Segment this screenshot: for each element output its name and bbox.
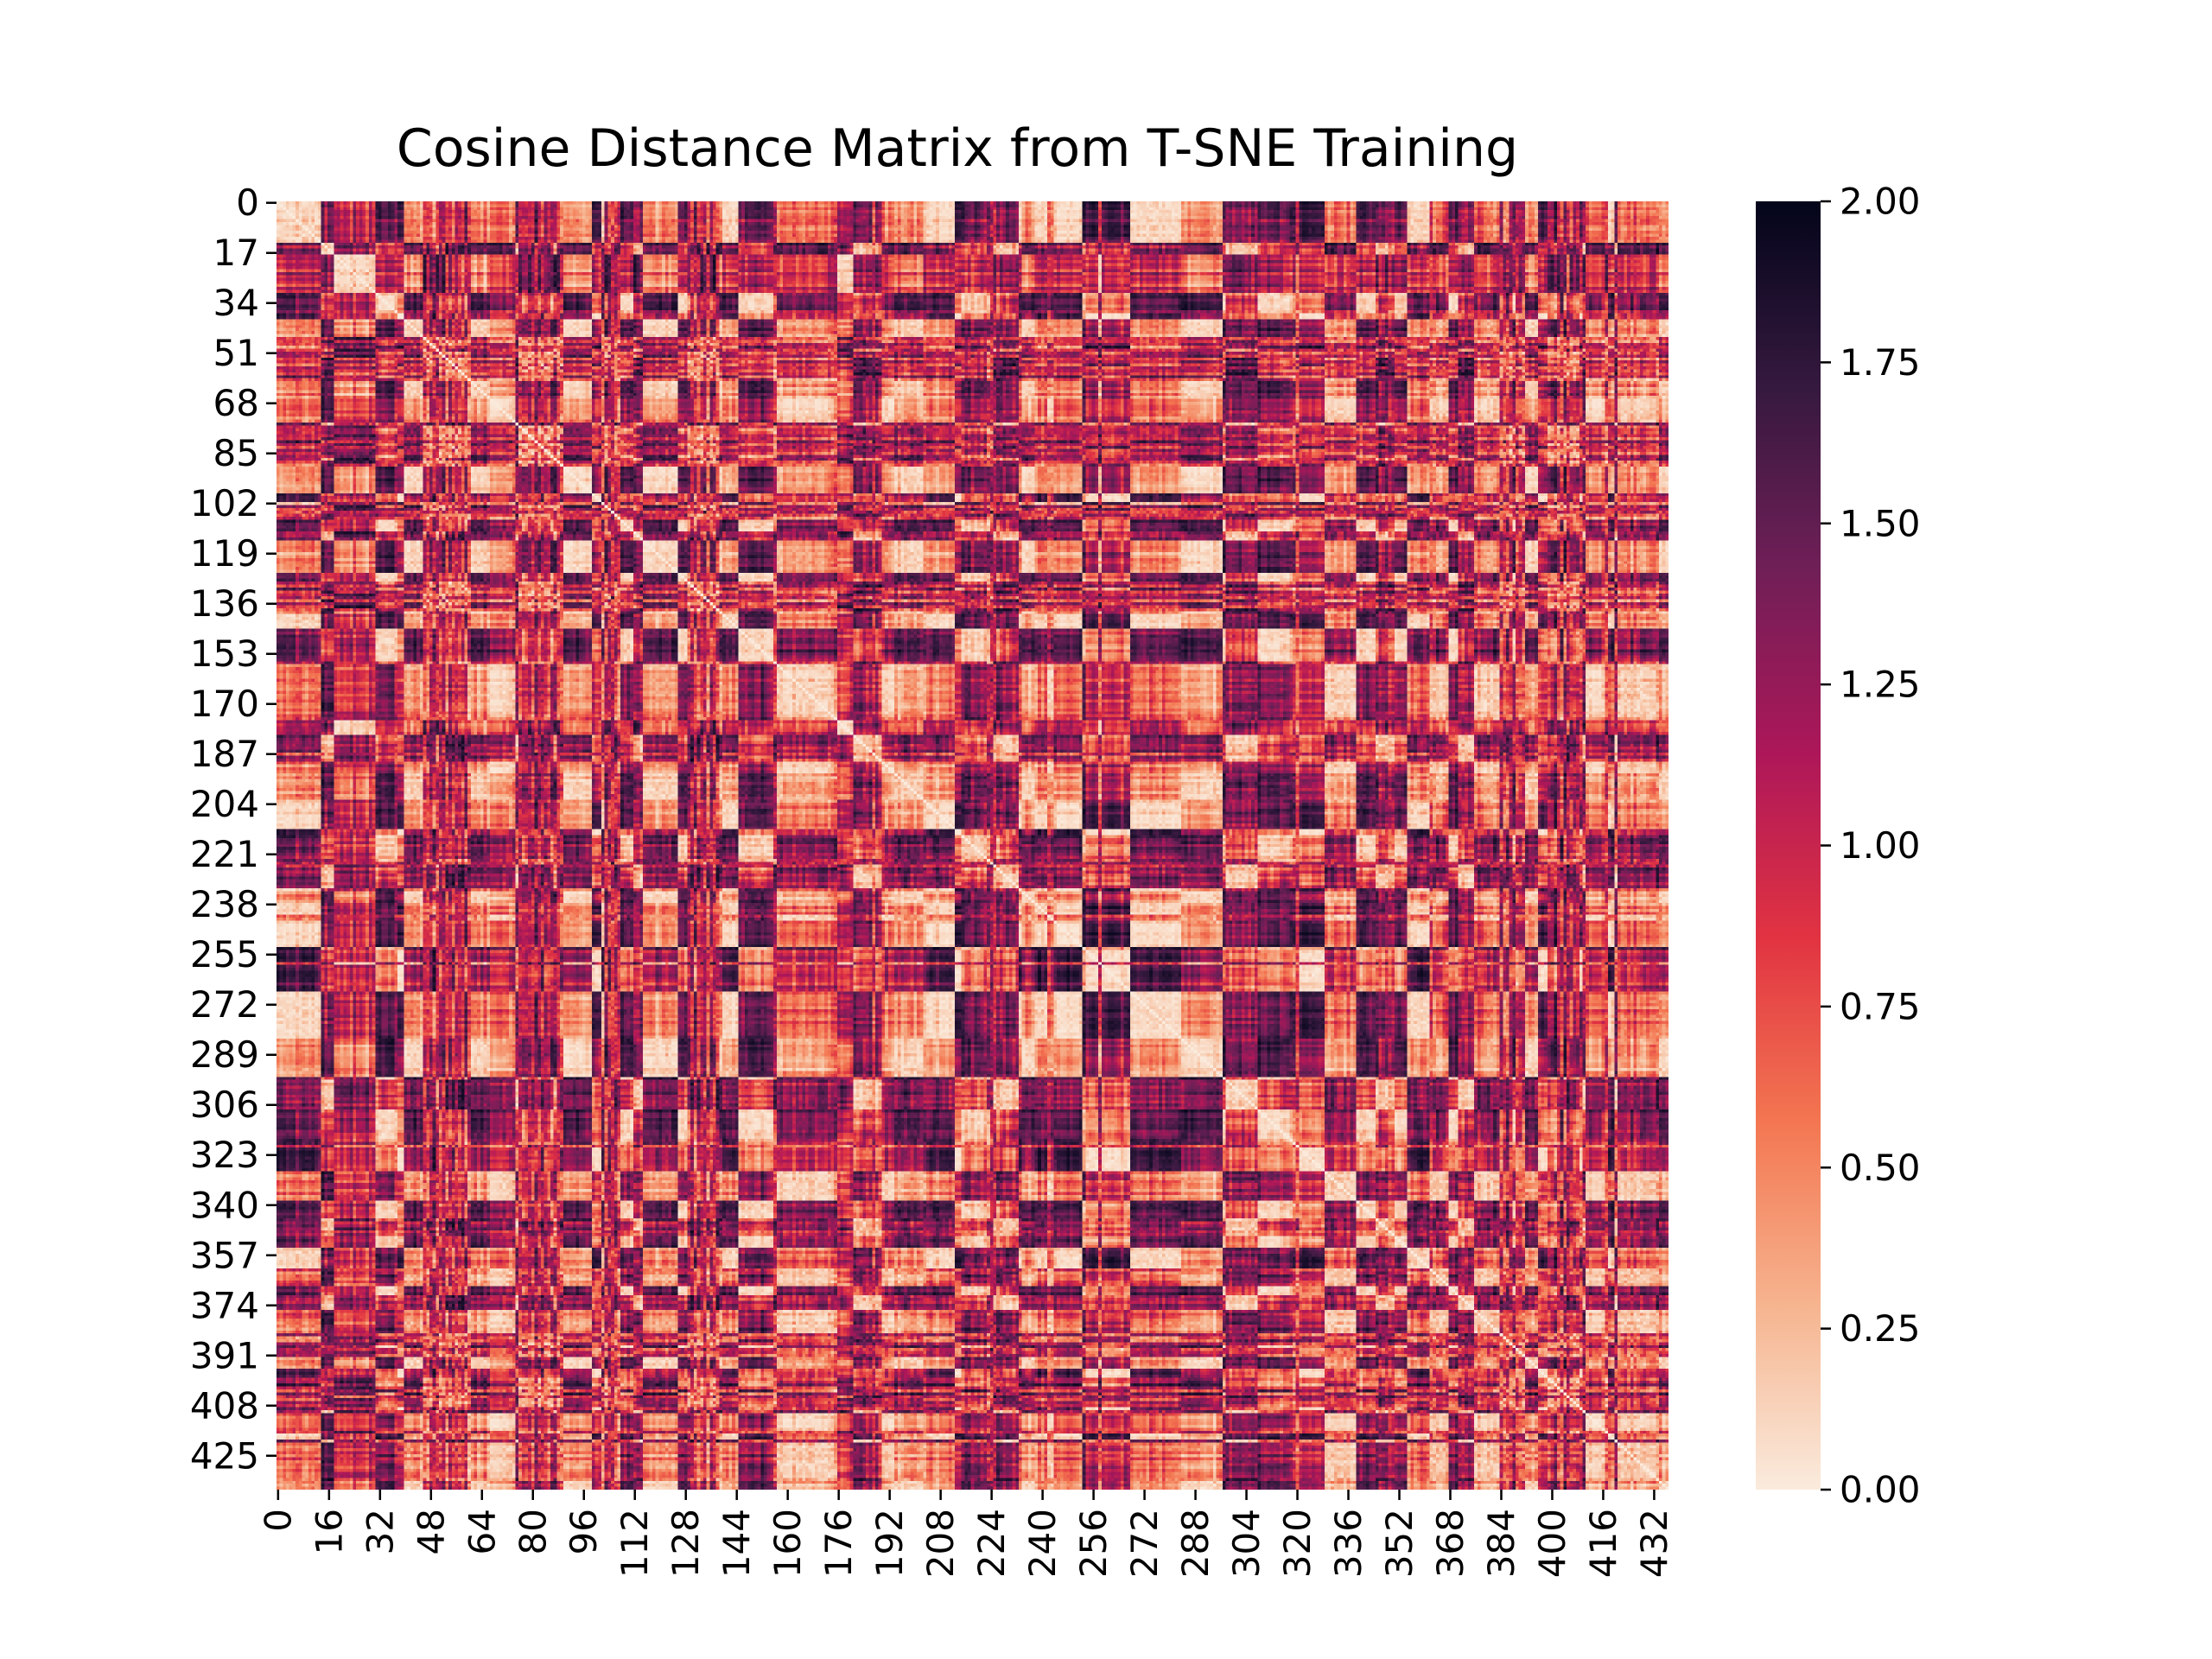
y-tick-label: 357 [190, 1234, 259, 1276]
y-tick-label: 238 [190, 883, 259, 925]
colorbar-tick-label: 2.00 [1840, 181, 1921, 223]
y-tick-label: 102 [190, 482, 259, 524]
y-tick-label: 272 [190, 983, 259, 1026]
y-tick-label: 425 [190, 1434, 259, 1477]
chart-title: Cosine Distance Matrix from T-SNE Traini… [397, 118, 1518, 179]
x-tick-label: 176 [817, 1509, 860, 1578]
x-tick-label: 384 [1480, 1509, 1522, 1578]
colorbar-tick-label: 1.25 [1840, 664, 1921, 706]
x-tick-label: 96 [563, 1509, 605, 1554]
y-tick-label: 34 [213, 282, 259, 324]
y-axis: 0 17 34 51 68 85 102 119 136 153 170 187 204 221 238 25… [190, 181, 276, 1477]
x-tick-label: 0 [257, 1509, 299, 1532]
x-tick-label: 16 [308, 1509, 350, 1554]
x-tick-label: 288 [1174, 1509, 1217, 1578]
y-tick-label: 289 [190, 1033, 259, 1076]
y-tick-label: 187 [190, 733, 259, 775]
x-tick-label: 224 [970, 1509, 1013, 1578]
y-tick-label: 85 [213, 432, 259, 474]
x-tick-label: 64 [461, 1509, 503, 1554]
colorbar [1756, 201, 1821, 1490]
y-tick-label: 153 [190, 632, 259, 675]
y-tick-label: 204 [190, 783, 259, 825]
y-tick-label: 0 [236, 181, 259, 224]
y-tick-label: 306 [190, 1084, 259, 1126]
x-tick-label: 368 [1429, 1509, 1471, 1578]
y-tick-label: 119 [190, 532, 259, 575]
colorbar-tick-label: 0.25 [1840, 1307, 1921, 1350]
x-tick-label: 320 [1276, 1509, 1319, 1578]
heatmap-area [276, 201, 1669, 1490]
x-axis: 0 16 32 48 64 80 96 112 128 144 160 176 192 208 224 240… [257, 1490, 1675, 1578]
y-tick-label: 68 [213, 382, 259, 424]
x-tick-label: 400 [1531, 1509, 1573, 1578]
x-tick-label: 240 [1021, 1509, 1064, 1578]
colorbar-tick-label: 0.50 [1840, 1147, 1921, 1189]
y-tick-label: 255 [190, 933, 259, 976]
colorbar-axis: 0.00 0.25 0.50 0.75 1.00 1.25 1.50 1.75 2.00 [1821, 181, 1921, 1511]
colorbar-tick-label: 1.50 [1840, 502, 1921, 544]
x-tick-label: 128 [664, 1509, 707, 1578]
colorbar-tick-label: 1.75 [1840, 341, 1921, 384]
x-tick-label: 160 [766, 1509, 809, 1578]
y-tick-label: 340 [190, 1184, 259, 1226]
y-tick-label: 408 [190, 1384, 259, 1427]
x-tick-label: 272 [1123, 1509, 1166, 1578]
colorbar-tick-label: 0.00 [1840, 1469, 1921, 1511]
y-tick-label: 170 [190, 683, 259, 725]
x-tick-label: 336 [1327, 1509, 1370, 1578]
y-tick-label: 221 [190, 833, 259, 875]
x-tick-label: 48 [410, 1509, 452, 1554]
y-tick-label: 391 [190, 1334, 259, 1376]
y-tick-label: 51 [213, 332, 259, 374]
x-tick-label: 32 [359, 1509, 401, 1554]
x-tick-label: 208 [919, 1509, 962, 1578]
y-tick-label: 136 [190, 582, 259, 625]
x-tick-label: 80 [512, 1509, 554, 1554]
x-tick-label: 416 [1582, 1509, 1624, 1578]
y-tick-label: 323 [190, 1134, 259, 1176]
y-tick-label: 17 [213, 232, 259, 274]
x-tick-label: 352 [1378, 1509, 1421, 1578]
x-tick-label: 192 [868, 1509, 911, 1578]
colorbar-tick-label: 0.75 [1840, 985, 1921, 1027]
x-tick-label: 144 [715, 1509, 758, 1578]
heatmap-cells [276, 201, 1669, 1490]
y-tick-label: 374 [190, 1284, 259, 1326]
x-tick-label: 432 [1633, 1509, 1675, 1578]
x-tick-label: 304 [1225, 1509, 1268, 1578]
x-tick-label: 256 [1072, 1509, 1115, 1578]
x-tick-label: 112 [613, 1509, 656, 1578]
colorbar-tick-label: 1.00 [1840, 824, 1921, 867]
